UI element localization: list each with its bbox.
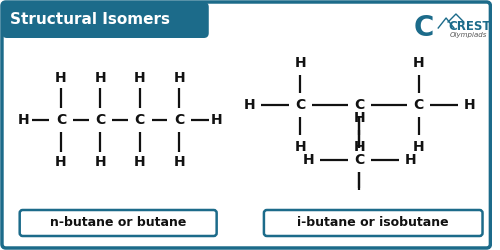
Text: H: H: [134, 71, 145, 85]
Text: H: H: [244, 98, 255, 112]
Text: C: C: [414, 14, 434, 42]
Text: H: H: [464, 98, 475, 112]
FancyBboxPatch shape: [2, 2, 209, 38]
Text: C: C: [56, 113, 66, 127]
Text: H: H: [18, 113, 30, 127]
Text: H: H: [94, 71, 106, 85]
Text: H: H: [354, 111, 365, 125]
Text: H: H: [412, 56, 424, 70]
Text: H: H: [55, 155, 67, 169]
FancyBboxPatch shape: [20, 210, 216, 236]
Text: C: C: [134, 113, 145, 127]
Text: H: H: [354, 140, 365, 154]
Text: C: C: [96, 113, 106, 127]
Text: H: H: [405, 153, 416, 167]
Text: C: C: [174, 113, 184, 127]
Text: C: C: [295, 98, 306, 112]
Text: H: H: [55, 71, 67, 85]
Text: C: C: [414, 98, 424, 112]
Text: Olympiads: Olympiads: [450, 32, 488, 38]
Text: Structural Isomers: Structural Isomers: [10, 12, 170, 28]
Text: H: H: [134, 155, 145, 169]
FancyBboxPatch shape: [264, 210, 482, 236]
Text: H: H: [211, 113, 222, 127]
Text: i-butane or isobutane: i-butane or isobutane: [298, 216, 449, 230]
Text: C: C: [354, 98, 364, 112]
FancyBboxPatch shape: [2, 2, 490, 248]
Text: H: H: [94, 155, 106, 169]
Text: H: H: [294, 56, 306, 70]
Text: CREST: CREST: [448, 20, 490, 32]
Text: H: H: [294, 140, 306, 154]
Text: H: H: [302, 153, 314, 167]
Text: n-butane or butane: n-butane or butane: [50, 216, 186, 230]
Text: C: C: [354, 153, 364, 167]
Text: H: H: [174, 155, 185, 169]
Text: H: H: [412, 140, 424, 154]
Text: H: H: [174, 71, 185, 85]
